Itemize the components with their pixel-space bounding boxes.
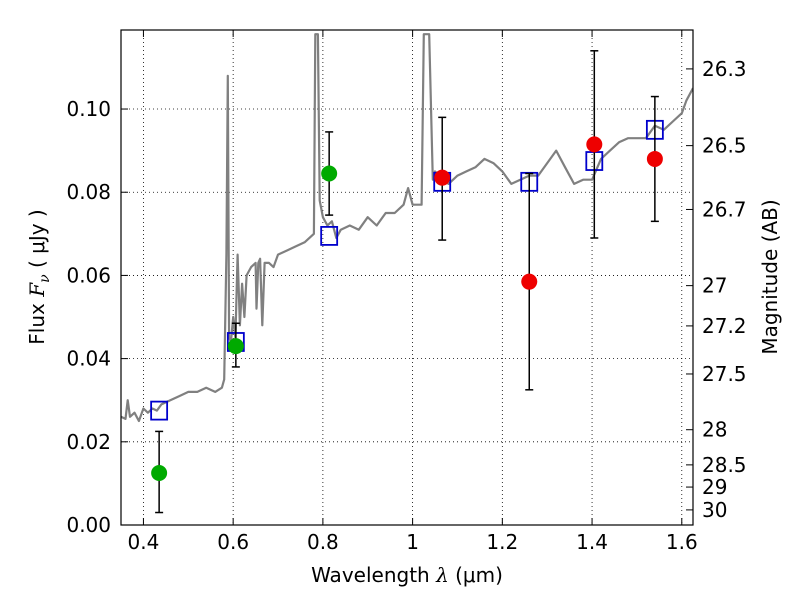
observed-point-green — [151, 465, 168, 482]
x-tick-label: 0.6 — [217, 530, 249, 554]
y-tick-label: 0.04 — [66, 347, 111, 371]
mag-tick-label: 27.5 — [702, 362, 747, 386]
grid-layer — [121, 30, 693, 526]
y-tick-label: 0.00 — [66, 513, 111, 537]
model-photometry-box — [150, 400, 169, 421]
observed-point-red — [521, 273, 538, 290]
observed-point-red — [434, 169, 451, 186]
observed-point-red — [646, 150, 663, 167]
y2-axis-label: Magnitude (AB) — [758, 199, 782, 354]
tick-layer: 0.4 0.6 0.8 1 1.2 1.4 1.6 0.00 0.02 0.04 0.06 0.08 0… — [66, 30, 747, 554]
y-tick-label: 0.08 — [66, 180, 111, 204]
y-tick-label: 0.06 — [66, 263, 111, 287]
mag-tick-label: 28.5 — [702, 453, 747, 477]
y-tick-label: 0.10 — [66, 97, 111, 121]
mag-tick-label: 29 — [702, 475, 727, 499]
plot-frame — [120, 29, 694, 526]
model-spectrum-layer — [121, 33, 693, 423]
mag-tick-label: 30 — [702, 498, 727, 522]
model-photometry-box — [320, 226, 339, 246]
x-tick-label: 1 — [406, 530, 419, 554]
x-tick-label: 0.4 — [128, 530, 160, 554]
x-tick-label: 1.2 — [486, 530, 518, 554]
mag-tick-label: 26.7 — [702, 197, 747, 221]
x-tick-label: 1.4 — [576, 530, 608, 554]
observed-point-green — [321, 165, 338, 182]
observed-point-red — [586, 136, 603, 153]
mag-tick-label: 26.5 — [702, 134, 747, 158]
x-tick-label: 0.8 — [307, 530, 339, 554]
x-axis-label: Wavelength λ (μm) — [311, 563, 503, 587]
mag-tick-label: 26.3 — [702, 57, 747, 81]
model-spectrum-line — [121, 33, 693, 423]
data-marker-layer — [150, 50, 664, 514]
observed-point-green — [227, 338, 244, 355]
mag-tick-label: 27 — [702, 274, 727, 298]
y-tick-label: 0.02 — [66, 430, 111, 454]
x-tick-label: 1.6 — [666, 530, 698, 554]
mag-tick-label: 28 — [702, 418, 727, 442]
y-axis-label: Flux Fν ( μJy ) — [25, 209, 53, 344]
mag-tick-label: 27.2 — [702, 314, 747, 338]
